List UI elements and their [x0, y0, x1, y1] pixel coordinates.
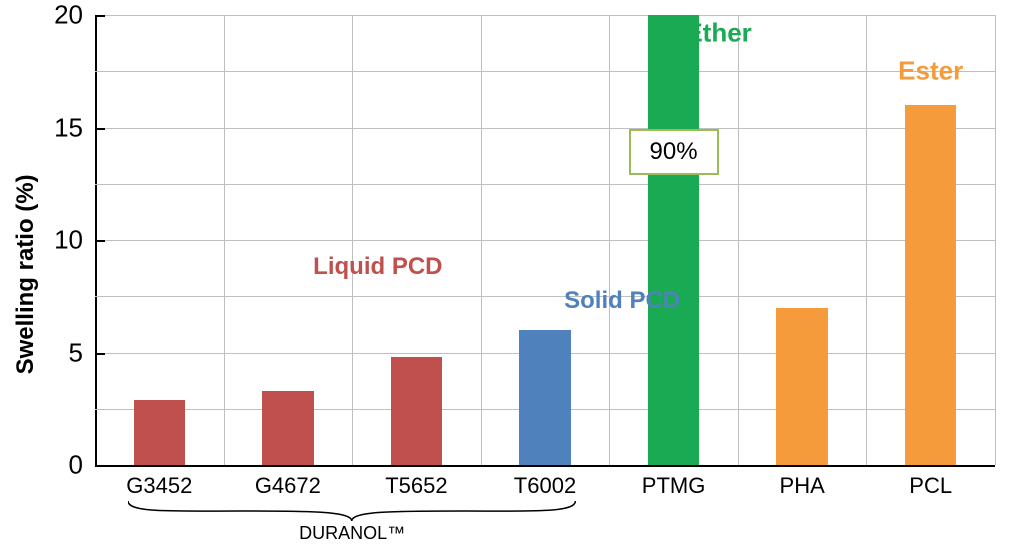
gridline-horizontal — [95, 128, 995, 129]
y-tick — [95, 15, 105, 17]
y-tick — [95, 240, 105, 242]
series-annotation: Ether — [685, 18, 751, 49]
y-tick — [95, 128, 105, 130]
x-category-label: G3452 — [126, 473, 192, 499]
y-tick-label: 5 — [69, 337, 95, 368]
bar — [262, 391, 313, 465]
x-category-label: PCL — [909, 473, 952, 499]
x-category-label: T6002 — [514, 473, 576, 499]
gridline-horizontal — [95, 184, 995, 185]
gridline-horizontal — [95, 71, 995, 72]
gridline-horizontal — [95, 296, 995, 297]
series-annotation: Ester — [898, 56, 963, 87]
y-tick-label: 0 — [69, 450, 95, 481]
bar — [391, 357, 442, 465]
y-tick-label: 20 — [54, 0, 95, 31]
x-category-label: G4672 — [255, 473, 321, 499]
y-tick — [95, 353, 105, 355]
swelling-ratio-chart: Swelling ratio (%) 05101520G3452G4672T56… — [0, 0, 1024, 560]
value-callout-box: 90% — [629, 129, 719, 175]
y-tick-label: 10 — [54, 225, 95, 256]
plot-area: 05101520G3452G4672T5652T6002PTMGPHAPCLLi… — [95, 15, 995, 467]
group-brace — [128, 501, 575, 525]
bar — [134, 400, 185, 465]
series-annotation: Liquid PCD — [313, 253, 442, 281]
x-category-label: PHA — [780, 473, 825, 499]
gridline-horizontal — [95, 15, 995, 16]
gridline-vertical — [995, 15, 996, 465]
series-annotation: Solid PCD — [564, 287, 680, 315]
bar — [905, 105, 956, 465]
gridline-horizontal — [95, 240, 995, 241]
x-category-label: PTMG — [642, 473, 706, 499]
bar — [776, 308, 827, 466]
y-tick — [95, 465, 105, 467]
group-brace-label: DURANOL™ — [299, 523, 405, 544]
y-axis-label: Swelling ratio (%) — [12, 174, 40, 374]
bar — [648, 15, 699, 465]
y-tick-label: 15 — [54, 112, 95, 143]
x-category-label: T5652 — [385, 473, 447, 499]
bar — [519, 330, 570, 465]
